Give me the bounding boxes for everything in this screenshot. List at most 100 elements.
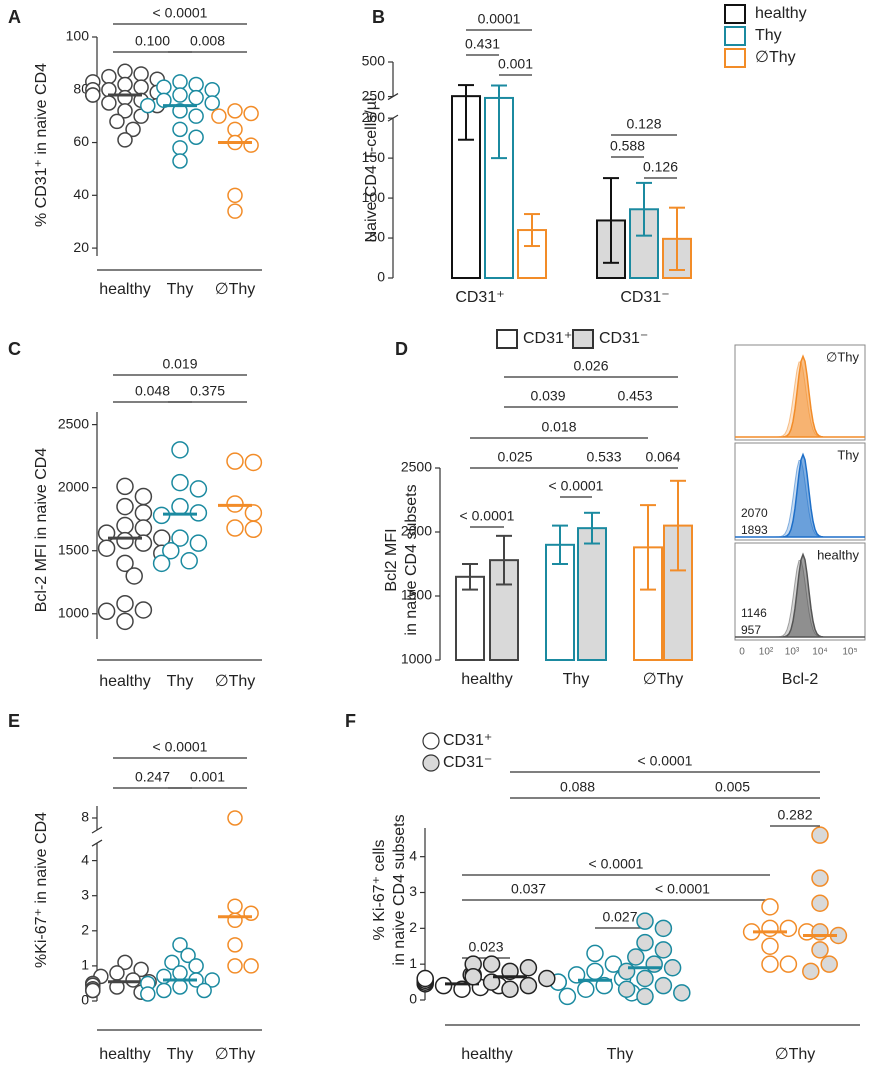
y-tick-label: 2000	[401, 523, 432, 539]
y-axis-label: in naive CD4 subsets	[391, 814, 408, 965]
data-point	[133, 66, 149, 82]
data-point	[116, 516, 134, 535]
data-point	[673, 984, 691, 1002]
mfi-label: 2070	[741, 506, 768, 520]
data-point	[204, 95, 220, 111]
legend-swatch	[572, 329, 594, 349]
data-point	[434, 976, 453, 995]
data-point	[172, 87, 188, 103]
p-value: 0.025	[497, 449, 532, 465]
y-tick-label: 2500	[58, 415, 89, 431]
panel-label: D	[395, 339, 408, 359]
data-point	[227, 187, 243, 204]
p-value: 0.431	[465, 36, 500, 52]
y-tick-label: 2000	[58, 478, 89, 494]
data-point	[204, 82, 220, 98]
y-tick-label: 1500	[401, 587, 432, 603]
y-tick-label: 2	[81, 922, 89, 938]
data-point	[243, 105, 259, 122]
p-value: 0.018	[541, 419, 576, 435]
data-point	[116, 594, 134, 613]
data-point	[636, 933, 654, 952]
data-point	[811, 869, 829, 887]
p-value: 0.048	[135, 383, 170, 399]
data-point	[188, 129, 204, 146]
data-point	[227, 103, 243, 119]
data-point	[779, 955, 798, 973]
data-point	[140, 986, 156, 1002]
p-value: 0.375	[190, 383, 225, 399]
data-point	[482, 955, 501, 973]
y-tick-label: 2	[409, 919, 417, 935]
x-tick-label: ∅Thy	[215, 1046, 256, 1063]
p-value: 0.282	[777, 807, 812, 823]
data-point	[243, 137, 259, 153]
data-point	[227, 937, 243, 953]
data-point	[519, 976, 538, 995]
data-point	[85, 982, 101, 999]
y-tick-label: 100	[66, 28, 90, 44]
data-point	[188, 76, 204, 93]
p-value: 0.019	[162, 356, 197, 372]
x-tick-label: ∅Thy	[215, 281, 256, 298]
histogram-label: Thy	[837, 447, 859, 462]
x-tick-label: healthy	[461, 1046, 513, 1063]
data-point	[164, 954, 180, 971]
histogram-curve	[735, 452, 865, 538]
data-point	[117, 103, 133, 119]
data-point	[226, 452, 244, 470]
data-point	[211, 108, 227, 124]
data-point	[189, 480, 208, 498]
data-point	[134, 504, 153, 522]
data-point	[636, 912, 654, 930]
p-value: 0.037	[511, 881, 546, 897]
data-point	[779, 919, 798, 938]
p-value: < 0.0001	[153, 739, 208, 755]
p-value: 0.126	[643, 159, 678, 175]
data-point	[761, 898, 779, 916]
y-tick-label: 80	[73, 80, 89, 96]
p-value: 0.026	[573, 358, 608, 374]
data-point	[189, 534, 208, 552]
data-point	[172, 153, 188, 169]
data-point	[811, 941, 829, 959]
data-point	[134, 487, 153, 506]
p-value: 0.0001	[478, 11, 521, 27]
data-point	[172, 965, 188, 981]
data-point	[117, 132, 133, 148]
legend-swatch	[422, 754, 440, 772]
data-point	[227, 121, 243, 138]
data-point	[156, 79, 172, 95]
data-point	[116, 497, 134, 516]
legend-label: CD31⁺	[443, 732, 492, 749]
data-point	[85, 87, 101, 103]
x-tick-label: Thy	[167, 673, 194, 690]
data-point	[101, 68, 117, 85]
data-point	[109, 979, 125, 995]
data-point	[125, 567, 143, 585]
data-point	[645, 955, 663, 973]
data-point	[538, 969, 556, 988]
panel-label: B	[372, 7, 385, 27]
data-point	[227, 810, 243, 826]
data-point	[152, 554, 171, 573]
y-tick-label: 20	[73, 239, 89, 255]
x-tick-label: Thy	[563, 671, 590, 688]
data-point	[519, 959, 538, 977]
data-point	[172, 979, 188, 995]
p-value: < 0.0001	[638, 753, 693, 769]
data-point	[172, 140, 188, 156]
data-point	[172, 103, 188, 119]
data-point	[171, 473, 189, 492]
y-tick-label: 4	[81, 851, 89, 867]
data-point	[586, 962, 604, 981]
x-axis-label: Bcl-2	[782, 671, 819, 688]
data-point	[172, 121, 188, 138]
data-point	[811, 826, 829, 844]
data-point	[654, 941, 673, 959]
y-tick-label: 100	[362, 189, 386, 205]
data-point	[125, 121, 141, 138]
x-tick-label: ∅Thy	[215, 673, 256, 690]
x-tick-label: 10³	[785, 647, 800, 658]
